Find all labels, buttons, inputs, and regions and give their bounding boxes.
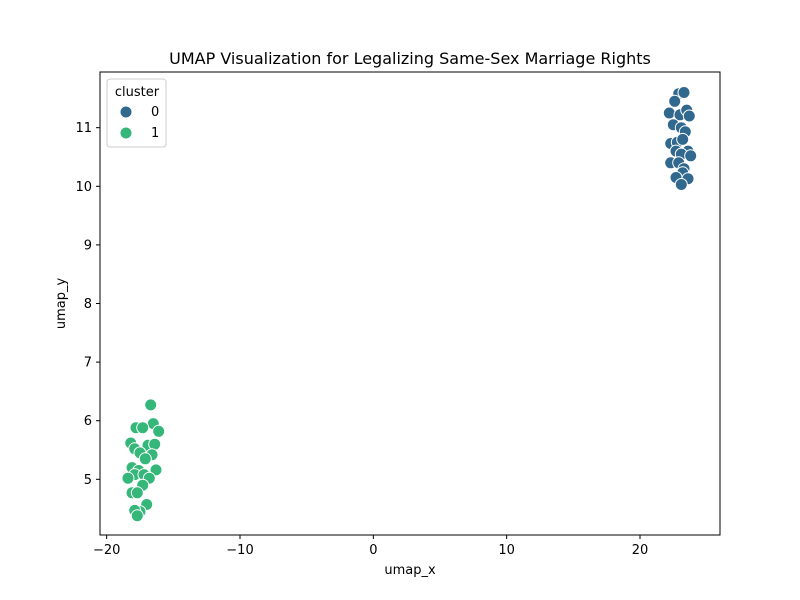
legend: cluster 0 1	[106, 78, 167, 148]
data-point-cluster-1-3	[136, 421, 150, 435]
data-point-cluster-0-6	[682, 109, 696, 123]
points-layer	[121, 86, 698, 523]
data-point-cluster-0-1	[677, 86, 691, 99]
data-point-cluster-0-3	[662, 106, 676, 120]
data-point-cluster-1-21	[130, 486, 144, 500]
y-tick-label: 8	[84, 297, 92, 312]
x-axis-label: umap_x	[384, 563, 436, 578]
y-tick-label: 11	[75, 121, 92, 136]
legend-label-1: 1	[151, 126, 159, 141]
data-point-cluster-1-0	[144, 398, 158, 412]
legend-marker-0	[119, 105, 133, 119]
data-point-cluster-1-4	[152, 424, 166, 438]
legend-label-0: 0	[151, 105, 159, 120]
y-tick-label: 7	[84, 356, 92, 371]
chart-title: UMAP Visualization for Legalizing Same-S…	[169, 49, 651, 68]
y-axis-ticks: 5 6 7 8 9 10 11	[75, 121, 100, 488]
data-point-cluster-0-16	[684, 149, 698, 163]
y-tick-label: 9	[84, 238, 92, 253]
x-tick-label: 20	[632, 543, 649, 558]
x-tick-label: −20	[93, 543, 120, 558]
x-tick-label: 10	[498, 543, 515, 558]
legend-title: cluster	[115, 85, 160, 100]
legend-marker-1	[119, 126, 133, 140]
data-point-cluster-0-12	[676, 132, 690, 146]
y-tick-label: 6	[84, 414, 92, 429]
data-point-cluster-1-11	[138, 452, 152, 466]
x-tick-label: −10	[226, 543, 253, 558]
data-point-cluster-1-17	[121, 471, 135, 485]
data-point-cluster-1-25	[130, 509, 144, 523]
x-axis-ticks: −20 −10 0 10 20	[93, 535, 648, 558]
x-tick-label: 0	[369, 543, 377, 558]
y-tick-label: 10	[75, 180, 92, 195]
y-tick-label: 5	[84, 473, 92, 488]
data-point-cluster-0-2	[668, 94, 682, 108]
data-point-cluster-0-23	[674, 178, 688, 191]
y-axis-label: umap_y	[54, 278, 69, 330]
